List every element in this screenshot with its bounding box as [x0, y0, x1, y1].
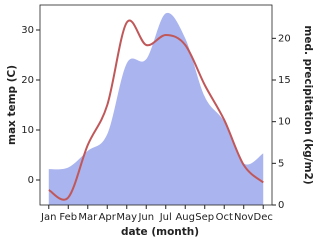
x-tick-label: Mar — [78, 212, 98, 223]
y2-tick-label: 20 — [278, 33, 291, 44]
x-tick-label: Apr — [99, 212, 117, 223]
y-tick-label: 30 — [21, 25, 34, 36]
x-tick-label: Dec — [254, 212, 273, 223]
y2-tick-label: 5 — [278, 158, 284, 169]
plot-frame — [39, 4, 273, 206]
temp-line — [48, 19, 264, 201]
x-tick-label: Jul — [159, 212, 172, 223]
x-tick-label: Nov — [234, 212, 254, 223]
x-tick-label: Jun — [137, 212, 154, 223]
y-tick-label: 10 — [21, 125, 34, 136]
x-axis-label: date (month) — [121, 226, 199, 238]
x-tick-label: Feb — [59, 212, 77, 223]
x-tick-label: Aug — [175, 212, 195, 223]
y-axis-label: max temp (C) — [6, 65, 18, 145]
x-tick-label: Sep — [195, 212, 214, 223]
y2-tick-label: 0 — [278, 200, 284, 211]
y2-tick-label: 15 — [278, 75, 291, 86]
y2-tick-label: 10 — [278, 117, 291, 128]
x-tick-label: Oct — [216, 212, 233, 223]
y2-axis-label: med. precipitation (kg/m2) — [302, 25, 314, 184]
x-tick-label: Jan — [40, 212, 56, 223]
y-tick-label: 20 — [21, 75, 34, 86]
y-tick-label: 0 — [28, 175, 34, 186]
chart: date (month) max temp (C) med. precipita… — [6, 4, 314, 238]
precip-area — [48, 12, 264, 206]
x-tick-label: May — [116, 212, 137, 223]
